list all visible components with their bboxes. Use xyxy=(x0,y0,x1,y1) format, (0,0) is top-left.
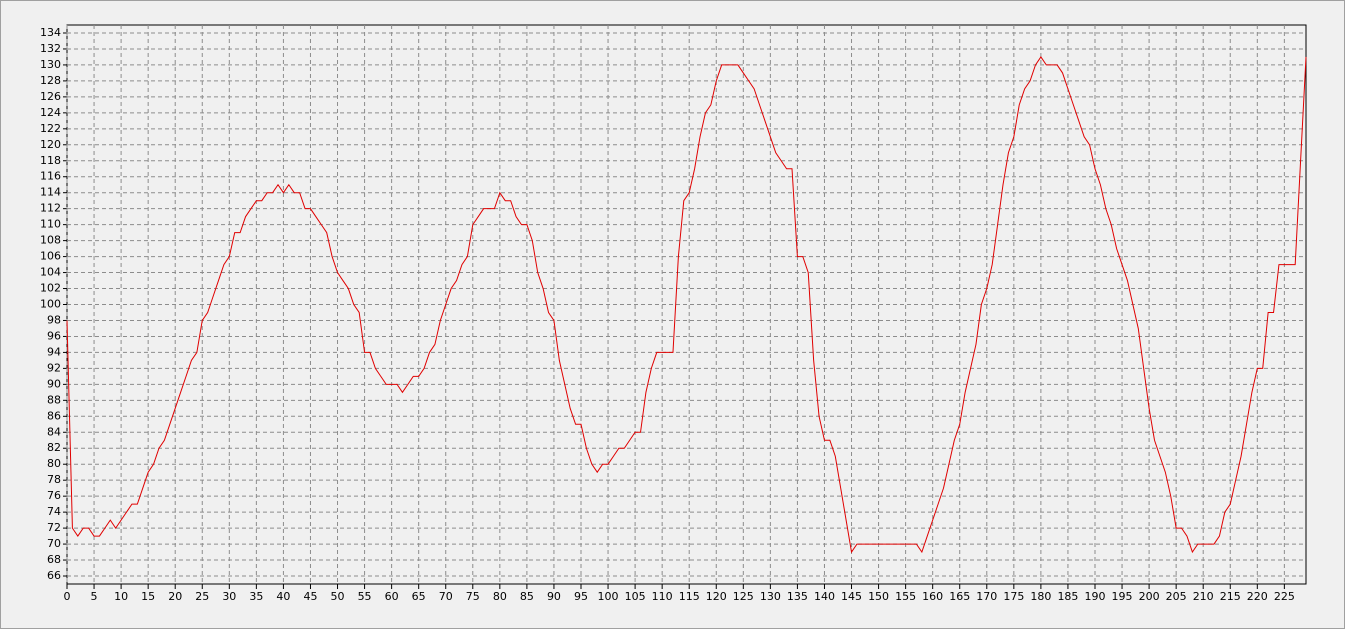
y-tick-label: 68 xyxy=(47,553,61,566)
x-tick-label: 25 xyxy=(195,590,209,603)
x-tick-label: 120 xyxy=(706,590,727,603)
x-tick-label: 80 xyxy=(493,590,507,603)
y-tick-label: 96 xyxy=(47,329,61,342)
x-tick-label: 180 xyxy=(1030,590,1051,603)
data-line xyxy=(66,56,1307,554)
y-tick-label: 94 xyxy=(47,345,61,358)
x-tick-label: 145 xyxy=(841,590,862,603)
y-tick-label: 128 xyxy=(40,74,61,87)
y-tick-label: 102 xyxy=(40,282,61,295)
x-tick-label: 110 xyxy=(652,590,673,603)
x-tick-label: 175 xyxy=(1003,590,1024,603)
x-tick-label: 70 xyxy=(439,590,453,603)
x-tick-label: 185 xyxy=(1057,590,1078,603)
x-tick-label: 140 xyxy=(814,590,835,603)
y-tick-label: 90 xyxy=(47,377,61,390)
y-tick-label: 66 xyxy=(47,569,61,582)
y-tick-label: 104 xyxy=(40,266,61,279)
y-tick-label: 132 xyxy=(40,42,61,55)
x-tick-label: 100 xyxy=(598,590,619,603)
x-tick-label: 20 xyxy=(168,590,182,603)
y-tick-label: 124 xyxy=(40,106,61,119)
x-tick-label: 155 xyxy=(895,590,916,603)
y-tick-label: 120 xyxy=(40,138,61,151)
x-tick-label: 10 xyxy=(114,590,128,603)
x-tick-label: 200 xyxy=(1139,590,1160,603)
y-tick-label: 74 xyxy=(47,505,61,518)
x-tick-label: 5 xyxy=(91,590,98,603)
x-tick-label: 45 xyxy=(303,590,317,603)
y-tick-label: 86 xyxy=(47,409,61,422)
y-tick-label: 108 xyxy=(40,234,61,247)
x-tick-label: 30 xyxy=(222,590,236,603)
x-tick-label: 60 xyxy=(385,590,399,603)
y-tick-label: 70 xyxy=(47,537,61,550)
x-tick-label: 75 xyxy=(466,590,480,603)
y-tick-label: 92 xyxy=(47,361,61,374)
y-tick-label: 84 xyxy=(47,425,61,438)
y-tick-label: 78 xyxy=(47,473,61,486)
y-tick-label: 126 xyxy=(40,90,61,103)
x-tick-label: 15 xyxy=(141,590,155,603)
y-tick-label: 130 xyxy=(40,58,61,71)
x-tick-label: 40 xyxy=(276,590,290,603)
x-tick-label: 135 xyxy=(787,590,808,603)
x-tick-label: 90 xyxy=(547,590,561,603)
x-tick-label: 160 xyxy=(922,590,943,603)
x-tick-label: 220 xyxy=(1247,590,1268,603)
y-tick-label: 112 xyxy=(40,202,61,215)
x-tick-label: 95 xyxy=(574,590,588,603)
y-tick-label: 98 xyxy=(47,313,61,326)
y-tick-label: 122 xyxy=(40,122,61,135)
x-tick-label: 115 xyxy=(679,590,700,603)
y-tick-label: 114 xyxy=(40,186,61,199)
x-tick-label: 205 xyxy=(1166,590,1187,603)
x-tick-label: 195 xyxy=(1112,590,1133,603)
y-tick-label: 100 xyxy=(40,298,61,311)
y-tick-label: 116 xyxy=(40,170,61,183)
x-tick-label: 105 xyxy=(625,590,646,603)
y-tick-label: 110 xyxy=(40,218,61,231)
y-tick-label: 134 xyxy=(40,26,61,39)
y-tick-label: 80 xyxy=(47,457,61,470)
x-tick-label: 210 xyxy=(1193,590,1214,603)
y-tick-label: 106 xyxy=(40,250,61,263)
y-tick-label: 88 xyxy=(47,393,61,406)
x-tick-label: 215 xyxy=(1220,590,1241,603)
x-tick-label: 225 xyxy=(1274,590,1295,603)
x-tick-label: 125 xyxy=(733,590,754,603)
x-tick-label: 85 xyxy=(520,590,534,603)
y-tick-label: 76 xyxy=(47,489,61,502)
x-tick-label: 65 xyxy=(412,590,426,603)
x-tick-label: 170 xyxy=(976,590,997,603)
x-tick-label: 55 xyxy=(358,590,372,603)
x-tick-label: 0 xyxy=(64,590,71,603)
x-tick-label: 50 xyxy=(331,590,345,603)
x-tick-label: 35 xyxy=(249,590,263,603)
y-tick-label: 82 xyxy=(47,441,61,454)
y-tick-label: 72 xyxy=(47,521,61,534)
x-tick-label: 190 xyxy=(1084,590,1105,603)
x-tick-label: 165 xyxy=(949,590,970,603)
x-tick-label: 150 xyxy=(868,590,889,603)
x-tick-label: 130 xyxy=(760,590,781,603)
y-tick-label: 118 xyxy=(40,154,61,167)
